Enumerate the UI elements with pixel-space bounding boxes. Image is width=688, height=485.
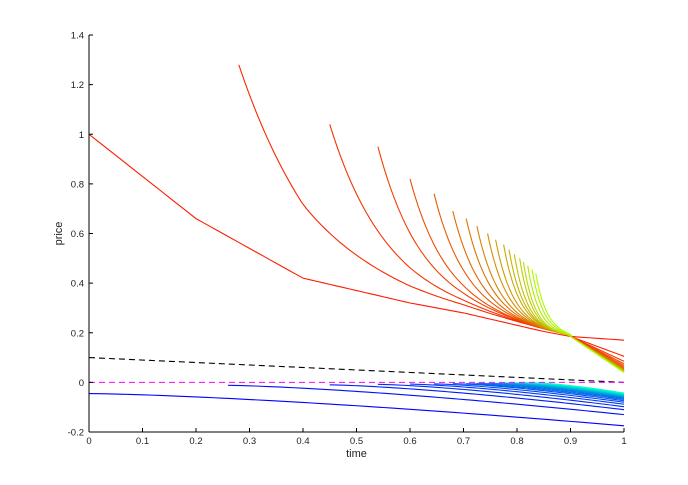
y-tick-label: 1 [79,130,84,141]
upper-curve [503,244,625,372]
y-tick-label: 0.2 [71,328,84,339]
x-tick-label: 0.7 [457,436,470,447]
y-tick-label: 0.8 [71,179,84,190]
x-tick-label: 0.1 [136,436,149,447]
lower-curve [409,383,625,405]
x-tick-label: 1 [621,436,626,447]
lower-curve [377,383,625,408]
plot-area [88,64,625,427]
x-tick-label: 0.3 [243,436,256,447]
y-tick-label: 0 [79,378,84,389]
x-tick-label: 0 [86,436,91,447]
black-dashed-line [88,357,625,383]
upper-curve [487,233,625,371]
lower-curve [329,384,625,411]
upper-curve [329,124,625,362]
x-tick-label: 0.5 [350,436,363,447]
y-tick-label: -0.2 [68,428,84,439]
y-tick-label: 0.6 [71,229,84,240]
x-tick-label: 0.8 [510,436,523,447]
x-tick-label: 0.6 [403,436,416,447]
lower-curve [228,384,625,416]
upper-curve [519,258,625,373]
lower-curve [452,383,625,402]
lower-curve [495,382,625,398]
upper-curve [88,133,625,341]
lower-curve [476,382,625,400]
x-tick-label: 0.2 [189,436,202,447]
upper-curve [465,218,625,370]
y-tick-label: 1.4 [71,31,84,42]
y-tick-label: 0.4 [71,279,84,290]
lower-curve [88,392,625,427]
y-tick-label: 1.2 [71,80,84,91]
x-tick-label: 0.9 [564,436,577,447]
lower-curve [466,383,625,401]
y-axis-label: price [53,222,65,246]
upper-curve [377,146,625,365]
axes: 0 0.1 0.2 0.3 0.4 0.5 0.6 0.7 0.8 0.9 1-0.200.20.4… [68,31,627,448]
lower-curve [434,383,625,403]
upper-curve [238,64,625,357]
x-axis-label: time [346,448,367,460]
x-tick-label: 0.4 [296,436,309,447]
upper-curve [433,193,625,368]
upper-curve [535,273,625,373]
lower-curve [535,382,625,394]
